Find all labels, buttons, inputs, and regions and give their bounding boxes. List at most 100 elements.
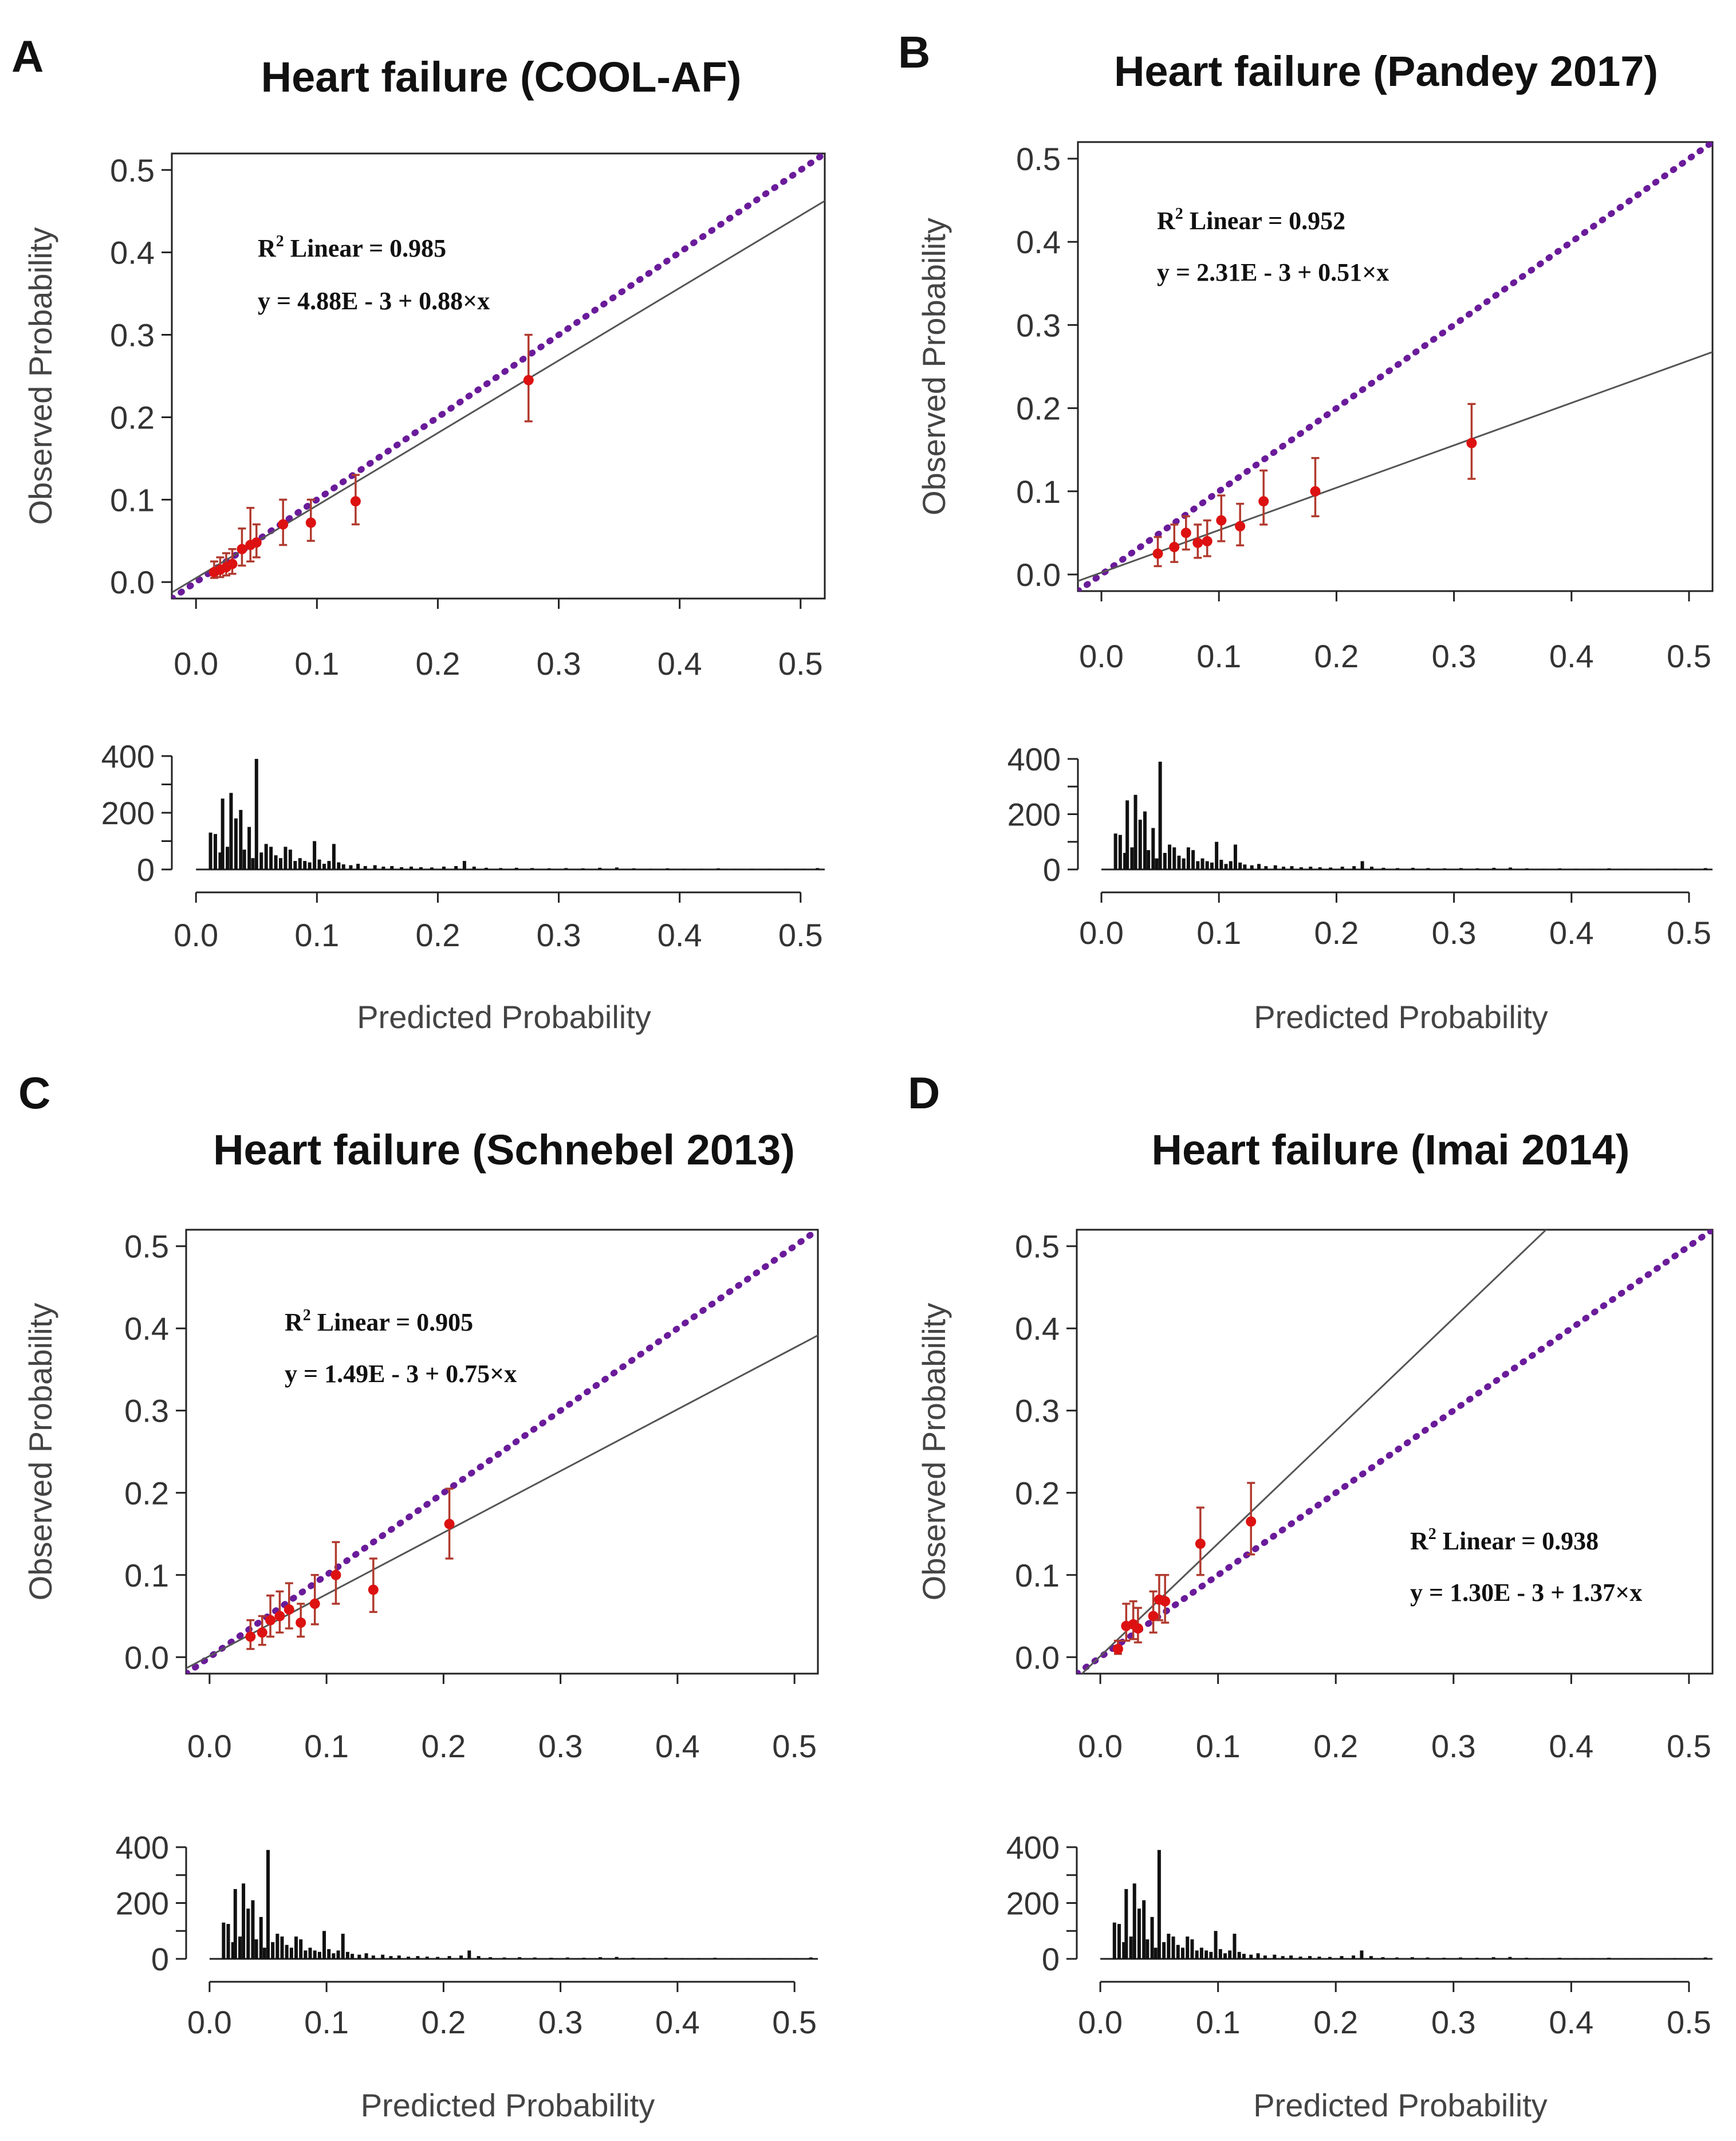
hist-x-tick-label: 0.2 xyxy=(421,2004,466,2040)
r2-value: Linear = 0.985 xyxy=(284,234,446,262)
y-tick-label: 0.1 xyxy=(110,482,155,518)
hist-bar xyxy=(1167,1934,1171,1959)
hist-bar xyxy=(1281,1956,1285,1959)
y-axis-label: Observed Probability xyxy=(916,1303,952,1601)
panel-letter: A xyxy=(11,31,44,81)
hist-bar xyxy=(816,868,820,869)
panel-a: A Heart failure (COOL-AF) 0.00.10.20.30.… xyxy=(11,31,826,1035)
hist-bar xyxy=(226,847,230,869)
hist-bar xyxy=(1142,1900,1146,1959)
hist-bar xyxy=(1492,868,1496,869)
r2-prefix: R xyxy=(1410,1527,1429,1555)
hist-bar xyxy=(1123,853,1127,869)
hist-bar xyxy=(530,868,534,869)
hist-bar xyxy=(1475,1958,1479,1959)
hist-x-tick-label: 0.0 xyxy=(174,917,218,953)
hist-bar xyxy=(1162,1942,1166,1959)
hist-bar xyxy=(336,1950,340,1959)
data-point xyxy=(444,1518,455,1529)
data-point xyxy=(368,1584,379,1595)
r2-prefix: R xyxy=(285,1308,304,1336)
hist-bar xyxy=(390,866,394,869)
hist-bar xyxy=(1623,1958,1627,1959)
r2-annotation: R2 Linear = 0.938 xyxy=(1410,1525,1599,1555)
hist-bar xyxy=(1237,1951,1241,1959)
hist-bar xyxy=(271,1942,275,1959)
hist-y-tick-label: 0 xyxy=(137,852,155,888)
hist-bar xyxy=(1191,850,1195,869)
x-axis-label: Predicted Probability xyxy=(1254,999,1548,1035)
hist-x-tick-label: 0.5 xyxy=(772,2004,817,2040)
hist-bar xyxy=(322,1931,326,1959)
hist-bar xyxy=(581,868,585,869)
hist-bar xyxy=(549,1958,553,1959)
hist-bar xyxy=(1195,1950,1199,1959)
r2-value: Linear = 0.905 xyxy=(311,1308,473,1336)
x-tick-label: 0.4 xyxy=(1549,1728,1593,1764)
x-tick-label: 0.5 xyxy=(1667,1728,1711,1764)
hist-bar xyxy=(1118,835,1122,869)
x-tick-label: 0.3 xyxy=(537,646,581,682)
hist-bar xyxy=(1411,868,1415,869)
hist-bar xyxy=(285,1945,289,1959)
panel-d: D Heart failure (Imai 2014) 0.0 0.1 0.2 0.3… xyxy=(908,1068,1714,2123)
hist-bar xyxy=(1233,844,1237,869)
data-point xyxy=(1160,1596,1171,1607)
hist-bar xyxy=(1233,1934,1237,1959)
hist-bar xyxy=(717,868,721,869)
hist-bar xyxy=(1282,867,1286,869)
hist-bar xyxy=(1525,1958,1529,1959)
hist-bar xyxy=(304,1950,308,1959)
hist-bar xyxy=(1137,1908,1141,1959)
hist-bar xyxy=(1360,1950,1364,1959)
hist-bar xyxy=(303,861,307,869)
hist-bar xyxy=(1242,1954,1246,1959)
hist-bar xyxy=(1172,847,1176,869)
hist-bar xyxy=(1186,1937,1190,1959)
panel-title: Heart failure (COOL-AF) xyxy=(261,53,742,101)
hist-bar xyxy=(1273,1954,1277,1959)
hist-bar xyxy=(1250,865,1254,869)
hist-x-tick-label: 0.3 xyxy=(538,2004,583,2040)
hist-x-tick-label: 0.0 xyxy=(1078,2004,1123,2040)
hist-bar xyxy=(1122,1942,1126,1959)
hist-bar xyxy=(1228,1950,1232,1959)
hist-bar xyxy=(615,1957,619,1959)
hist-bar xyxy=(1607,1958,1611,1959)
hist-bar xyxy=(1475,868,1479,869)
hist-bar xyxy=(1215,841,1219,869)
hist-bar xyxy=(809,1957,813,1959)
equation-annotation: y = 4.88E - 3 + 0.88×x xyxy=(258,287,490,315)
hist-bar xyxy=(1690,1958,1693,1959)
data-point xyxy=(1310,486,1321,497)
hist-bar xyxy=(317,1951,321,1959)
hist-bar xyxy=(1243,864,1247,869)
plot-frame xyxy=(171,152,826,600)
hist-bar xyxy=(1181,1947,1184,1959)
hist-bar xyxy=(337,862,341,869)
hist-bar xyxy=(1177,855,1181,869)
hist-bar xyxy=(332,844,336,869)
y-tick-label: 0.0 xyxy=(110,564,155,600)
hist-x-tick-label: 0.5 xyxy=(1667,915,1711,951)
hist-bar xyxy=(1541,1958,1545,1959)
hist-bar xyxy=(410,867,413,869)
hist-bar xyxy=(1133,794,1137,869)
hist-bar xyxy=(1147,850,1151,869)
hist-bar xyxy=(1264,866,1268,869)
hist-bar xyxy=(1138,820,1142,869)
hist-bar xyxy=(259,1916,263,1959)
hist-bar xyxy=(1143,811,1147,869)
y-tick-label: 0.3 xyxy=(110,317,155,353)
hist-bar xyxy=(1289,1955,1293,1959)
hist-x-tick-label: 0.2 xyxy=(1313,2004,1358,2040)
data-point xyxy=(1169,542,1180,553)
hist-bar xyxy=(1340,867,1344,869)
r2-superscript: 2 xyxy=(1175,205,1183,223)
data-point xyxy=(227,558,238,569)
hist-bar xyxy=(1640,1958,1644,1959)
y-tick-label: 0.5 xyxy=(1016,141,1061,177)
hist-x-tick-label: 0.1 xyxy=(1196,2004,1241,2040)
hist-bar xyxy=(1396,868,1400,869)
hist-bar xyxy=(565,1957,569,1959)
